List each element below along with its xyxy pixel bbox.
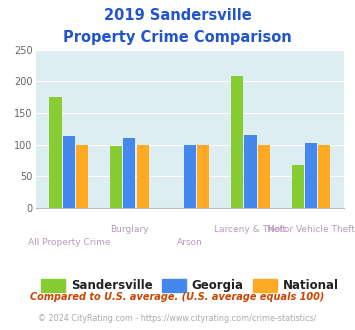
Bar	[318, 145, 331, 208]
Text: Larceny & Theft: Larceny & Theft	[214, 225, 286, 234]
Bar	[291, 165, 304, 208]
Bar	[184, 145, 196, 208]
Text: Arson: Arson	[177, 239, 203, 248]
Bar	[110, 147, 122, 208]
Bar	[123, 138, 136, 208]
Bar	[76, 145, 88, 208]
Text: Compared to U.S. average. (U.S. average equals 100): Compared to U.S. average. (U.S. average …	[30, 292, 325, 302]
Text: Property Crime Comparison: Property Crime Comparison	[63, 30, 292, 45]
Text: All Property Crime: All Property Crime	[28, 239, 110, 248]
Text: © 2024 CityRating.com - https://www.cityrating.com/crime-statistics/: © 2024 CityRating.com - https://www.city…	[38, 314, 317, 323]
Bar	[231, 76, 243, 208]
Legend: Sandersville, Georgia, National: Sandersville, Georgia, National	[37, 274, 343, 297]
Text: 2019 Sandersville: 2019 Sandersville	[104, 8, 251, 23]
Text: Burglary: Burglary	[110, 225, 149, 234]
Bar	[305, 143, 317, 208]
Bar	[244, 135, 257, 208]
Bar	[197, 145, 209, 208]
Bar	[258, 145, 270, 208]
Bar	[137, 145, 149, 208]
Text: Motor Vehicle Theft: Motor Vehicle Theft	[267, 225, 355, 234]
Bar	[63, 136, 75, 208]
Bar	[49, 97, 62, 208]
